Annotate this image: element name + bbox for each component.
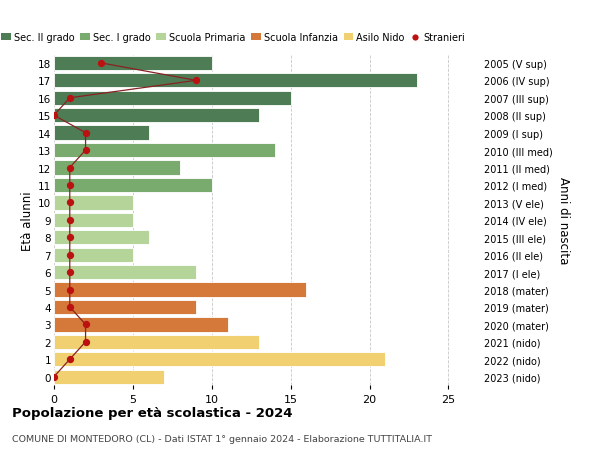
Bar [54, 318, 227, 332]
Point [81, 147, 91, 154]
Bar [54, 230, 149, 245]
Bar [54, 91, 290, 106]
Bar [54, 109, 259, 123]
Point [65, 356, 74, 363]
Bar [54, 248, 133, 262]
Point [65, 164, 74, 172]
Bar [54, 353, 385, 367]
Point [65, 199, 74, 207]
Point [65, 286, 74, 294]
Bar [54, 144, 275, 158]
Point [65, 252, 74, 259]
Point [97, 60, 106, 67]
Bar [54, 283, 307, 297]
Bar [54, 370, 164, 384]
Point [65, 303, 74, 311]
Point [81, 130, 91, 137]
Point [191, 78, 201, 85]
Text: COMUNE DI MONTEDORO (CL) - Dati ISTAT 1° gennaio 2024 - Elaborazione TUTTITALIA.: COMUNE DI MONTEDORO (CL) - Dati ISTAT 1°… [12, 434, 432, 443]
Text: Popolazione per età scolastica - 2024: Popolazione per età scolastica - 2024 [12, 406, 293, 419]
Point [65, 182, 74, 189]
Bar [54, 300, 196, 314]
Bar [54, 335, 259, 349]
Bar [54, 196, 133, 210]
Bar [54, 74, 417, 88]
Point [49, 373, 59, 381]
Point [81, 338, 91, 346]
Bar [54, 56, 212, 71]
Bar [54, 213, 133, 228]
Bar [54, 161, 180, 175]
Point [65, 234, 74, 241]
Point [65, 217, 74, 224]
Point [49, 112, 59, 120]
Y-axis label: Età alunni: Età alunni [21, 190, 34, 250]
Bar [54, 179, 212, 193]
Point [65, 95, 74, 102]
Point [65, 269, 74, 276]
Legend: Sec. II grado, Sec. I grado, Scuola Primaria, Scuola Infanzia, Asilo Nido, Stran: Sec. II grado, Sec. I grado, Scuola Prim… [0, 29, 469, 47]
Y-axis label: Anni di nascita: Anni di nascita [557, 177, 569, 264]
Bar [54, 126, 149, 140]
Bar [54, 265, 196, 280]
Point [81, 321, 91, 328]
